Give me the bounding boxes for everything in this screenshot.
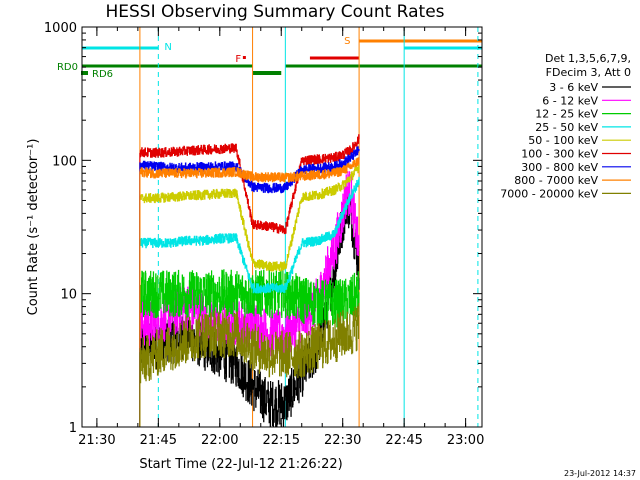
legend-header-line-2: FDecim 3, Att 0 <box>546 66 631 79</box>
y-axis-label: Count Rate (s⁻¹ detector⁻¹) <box>26 139 41 316</box>
series-line <box>139 157 360 427</box>
x-tick-label: 22:00 <box>201 433 238 448</box>
x-tick-label: 22:45 <box>385 433 422 448</box>
series-line <box>139 164 360 427</box>
flag-point <box>242 56 246 59</box>
x-tick-label: 22:15 <box>263 433 300 448</box>
legend-label: 300 - 800 keV <box>521 161 598 174</box>
footer-date: 23-Jul-2012 14:37 <box>564 469 636 478</box>
legend-label: 50 - 100 keV <box>528 134 598 147</box>
y-tick-label: 10 <box>60 288 77 303</box>
legend-header-line-1: Det 1,3,5,6,7,9, <box>545 52 631 65</box>
chart-title: HESSI Observing Summary Count Rates <box>105 2 444 22</box>
flag-label-n: N <box>164 42 171 53</box>
flag-label-s: S <box>344 36 350 47</box>
series-line <box>139 303 360 427</box>
legend-label: 6 - 12 keV <box>542 94 598 107</box>
flag-label-f: F <box>235 54 241 65</box>
legend-label: 12 - 25 keV <box>535 108 598 121</box>
series-group <box>139 134 360 428</box>
legend-label: 800 - 7000 keV <box>514 174 598 187</box>
plot-frame <box>81 26 483 428</box>
flag-label-rd0: RD0 <box>57 62 78 73</box>
x-axis-label: Start Time (22-Jul-12 21:26:22) <box>139 457 342 472</box>
x-tick-label: 21:45 <box>140 433 177 448</box>
legend-label: 7000 - 20000 keV <box>500 187 598 200</box>
legend-label: 25 - 50 keV <box>535 121 598 134</box>
flag-label-rd6: RD6 <box>92 69 113 80</box>
series-line <box>139 269 360 427</box>
legend-label: 3 - 6 keV <box>549 81 598 94</box>
legend-label: 100 - 300 keV <box>521 148 598 161</box>
y-tick-label: 1000 <box>44 21 77 36</box>
axes: 21:30 21:45 22:00 22:15 22:30 22:45 23:00 1 10 10… <box>44 21 484 448</box>
flag-bars: N F S RD0 RD6 <box>57 36 482 80</box>
series-line <box>139 176 360 427</box>
x-tick-label: 22:30 <box>324 433 361 448</box>
y-tick-label: 1 <box>69 421 77 436</box>
x-tick-label: 21:30 <box>78 433 115 448</box>
x-tick-label: 23:00 <box>447 433 484 448</box>
series-line <box>139 134 360 427</box>
y-tick-label: 100 <box>52 154 77 169</box>
series-line <box>139 146 360 427</box>
